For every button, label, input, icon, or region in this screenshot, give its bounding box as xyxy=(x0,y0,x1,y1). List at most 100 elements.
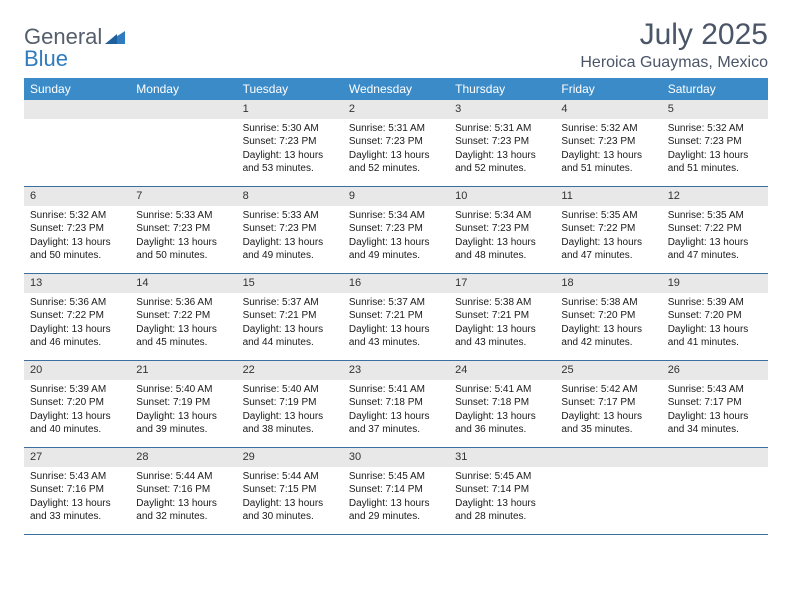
day-cell: 7Sunrise: 5:33 AMSunset: 7:23 PMDaylight… xyxy=(130,187,236,273)
day-cell xyxy=(130,100,236,186)
day-cell: 23Sunrise: 5:41 AMSunset: 7:18 PMDayligh… xyxy=(343,361,449,447)
day-number-bar xyxy=(24,100,130,119)
day-details: Sunrise: 5:39 AMSunset: 7:20 PMDaylight:… xyxy=(24,380,130,443)
day-cell xyxy=(555,448,661,534)
day-details: Sunrise: 5:35 AMSunset: 7:22 PMDaylight:… xyxy=(555,206,661,269)
sunset-line: Sunset: 7:23 PM xyxy=(243,222,337,236)
sunrise-line: Sunrise: 5:30 AM xyxy=(243,122,337,136)
sunrise-line: Sunrise: 5:34 AM xyxy=(349,209,443,223)
week-row: 27Sunrise: 5:43 AMSunset: 7:16 PMDayligh… xyxy=(24,448,768,535)
sunrise-line: Sunrise: 5:44 AM xyxy=(243,470,337,484)
daylight-line: Daylight: 13 hours and 39 minutes. xyxy=(136,410,230,437)
day-details: Sunrise: 5:32 AMSunset: 7:23 PMDaylight:… xyxy=(662,119,768,182)
sunrise-line: Sunrise: 5:38 AM xyxy=(455,296,549,310)
header: GeneralBlue July 2025 Heroica Guaymas, M… xyxy=(24,18,768,72)
day-cell: 21Sunrise: 5:40 AMSunset: 7:19 PMDayligh… xyxy=(130,361,236,447)
day-details: Sunrise: 5:35 AMSunset: 7:22 PMDaylight:… xyxy=(662,206,768,269)
sunset-line: Sunset: 7:23 PM xyxy=(455,222,549,236)
day-details: Sunrise: 5:45 AMSunset: 7:14 PMDaylight:… xyxy=(449,467,555,530)
day-cell: 4Sunrise: 5:32 AMSunset: 7:23 PMDaylight… xyxy=(555,100,661,186)
week-row: 1Sunrise: 5:30 AMSunset: 7:23 PMDaylight… xyxy=(24,100,768,187)
day-number: 10 xyxy=(449,187,555,206)
day-details: Sunrise: 5:34 AMSunset: 7:23 PMDaylight:… xyxy=(449,206,555,269)
sunrise-line: Sunrise: 5:40 AM xyxy=(136,383,230,397)
sunrise-line: Sunrise: 5:44 AM xyxy=(136,470,230,484)
week-row: 6Sunrise: 5:32 AMSunset: 7:23 PMDaylight… xyxy=(24,187,768,274)
day-details: Sunrise: 5:38 AMSunset: 7:20 PMDaylight:… xyxy=(555,293,661,356)
daylight-line: Daylight: 13 hours and 35 minutes. xyxy=(561,410,655,437)
day-cell: 25Sunrise: 5:42 AMSunset: 7:17 PMDayligh… xyxy=(555,361,661,447)
sunset-line: Sunset: 7:23 PM xyxy=(455,135,549,149)
day-details: Sunrise: 5:42 AMSunset: 7:17 PMDaylight:… xyxy=(555,380,661,443)
logo: GeneralBlue xyxy=(24,18,125,72)
sunset-line: Sunset: 7:22 PM xyxy=(30,309,124,323)
day-cell: 31Sunrise: 5:45 AMSunset: 7:14 PMDayligh… xyxy=(449,448,555,534)
sunrise-line: Sunrise: 5:36 AM xyxy=(30,296,124,310)
day-cell: 13Sunrise: 5:36 AMSunset: 7:22 PMDayligh… xyxy=(24,274,130,360)
sunset-line: Sunset: 7:14 PM xyxy=(455,483,549,497)
sunset-line: Sunset: 7:17 PM xyxy=(668,396,762,410)
sunrise-line: Sunrise: 5:37 AM xyxy=(349,296,443,310)
day-details: Sunrise: 5:37 AMSunset: 7:21 PMDaylight:… xyxy=(237,293,343,356)
daylight-line: Daylight: 13 hours and 47 minutes. xyxy=(561,236,655,263)
weekday-header: Thursday xyxy=(449,78,555,100)
week-row: 13Sunrise: 5:36 AMSunset: 7:22 PMDayligh… xyxy=(24,274,768,361)
sunset-line: Sunset: 7:15 PM xyxy=(243,483,337,497)
sunset-line: Sunset: 7:23 PM xyxy=(30,222,124,236)
sunset-line: Sunset: 7:22 PM xyxy=(561,222,655,236)
daylight-line: Daylight: 13 hours and 33 minutes. xyxy=(30,497,124,524)
sunrise-line: Sunrise: 5:35 AM xyxy=(668,209,762,223)
daylight-line: Daylight: 13 hours and 37 minutes. xyxy=(349,410,443,437)
day-number: 12 xyxy=(662,187,768,206)
day-number: 4 xyxy=(555,100,661,119)
weekday-header: Wednesday xyxy=(343,78,449,100)
daylight-line: Daylight: 13 hours and 30 minutes. xyxy=(243,497,337,524)
sunset-line: Sunset: 7:23 PM xyxy=(243,135,337,149)
title-block: July 2025 Heroica Guaymas, Mexico xyxy=(580,18,768,72)
day-details: Sunrise: 5:38 AMSunset: 7:21 PMDaylight:… xyxy=(449,293,555,356)
day-details: Sunrise: 5:34 AMSunset: 7:23 PMDaylight:… xyxy=(343,206,449,269)
daylight-line: Daylight: 13 hours and 53 minutes. xyxy=(243,149,337,176)
daylight-line: Daylight: 13 hours and 52 minutes. xyxy=(349,149,443,176)
day-details: Sunrise: 5:40 AMSunset: 7:19 PMDaylight:… xyxy=(237,380,343,443)
day-number: 17 xyxy=(449,274,555,293)
day-number-bar xyxy=(130,100,236,119)
sunset-line: Sunset: 7:21 PM xyxy=(349,309,443,323)
daylight-line: Daylight: 13 hours and 49 minutes. xyxy=(349,236,443,263)
day-details: Sunrise: 5:33 AMSunset: 7:23 PMDaylight:… xyxy=(237,206,343,269)
day-number: 7 xyxy=(130,187,236,206)
day-details: Sunrise: 5:31 AMSunset: 7:23 PMDaylight:… xyxy=(343,119,449,182)
sunset-line: Sunset: 7:22 PM xyxy=(136,309,230,323)
day-cell: 17Sunrise: 5:38 AMSunset: 7:21 PMDayligh… xyxy=(449,274,555,360)
day-number: 24 xyxy=(449,361,555,380)
daylight-line: Daylight: 13 hours and 28 minutes. xyxy=(455,497,549,524)
daylight-line: Daylight: 13 hours and 44 minutes. xyxy=(243,323,337,350)
sunrise-line: Sunrise: 5:45 AM xyxy=(349,470,443,484)
day-number: 27 xyxy=(24,448,130,467)
day-details: Sunrise: 5:36 AMSunset: 7:22 PMDaylight:… xyxy=(130,293,236,356)
sunrise-line: Sunrise: 5:43 AM xyxy=(668,383,762,397)
day-number: 13 xyxy=(24,274,130,293)
day-number: 22 xyxy=(237,361,343,380)
day-cell: 5Sunrise: 5:32 AMSunset: 7:23 PMDaylight… xyxy=(662,100,768,186)
daylight-line: Daylight: 13 hours and 43 minutes. xyxy=(349,323,443,350)
day-cell: 6Sunrise: 5:32 AMSunset: 7:23 PMDaylight… xyxy=(24,187,130,273)
day-details: Sunrise: 5:45 AMSunset: 7:14 PMDaylight:… xyxy=(343,467,449,530)
day-number: 26 xyxy=(662,361,768,380)
day-cell: 27Sunrise: 5:43 AMSunset: 7:16 PMDayligh… xyxy=(24,448,130,534)
day-number: 30 xyxy=(343,448,449,467)
sunrise-line: Sunrise: 5:32 AM xyxy=(30,209,124,223)
day-details: Sunrise: 5:37 AMSunset: 7:21 PMDaylight:… xyxy=(343,293,449,356)
daylight-line: Daylight: 13 hours and 49 minutes. xyxy=(243,236,337,263)
day-number: 20 xyxy=(24,361,130,380)
daylight-line: Daylight: 13 hours and 34 minutes. xyxy=(668,410,762,437)
sunrise-line: Sunrise: 5:40 AM xyxy=(243,383,337,397)
sunrise-line: Sunrise: 5:38 AM xyxy=(561,296,655,310)
day-details: Sunrise: 5:43 AMSunset: 7:17 PMDaylight:… xyxy=(662,380,768,443)
day-details: Sunrise: 5:32 AMSunset: 7:23 PMDaylight:… xyxy=(24,206,130,269)
weekday-header: Sunday xyxy=(24,78,130,100)
sunrise-line: Sunrise: 5:31 AM xyxy=(455,122,549,136)
daylight-line: Daylight: 13 hours and 40 minutes. xyxy=(30,410,124,437)
sunrise-line: Sunrise: 5:45 AM xyxy=(455,470,549,484)
day-cell: 28Sunrise: 5:44 AMSunset: 7:16 PMDayligh… xyxy=(130,448,236,534)
